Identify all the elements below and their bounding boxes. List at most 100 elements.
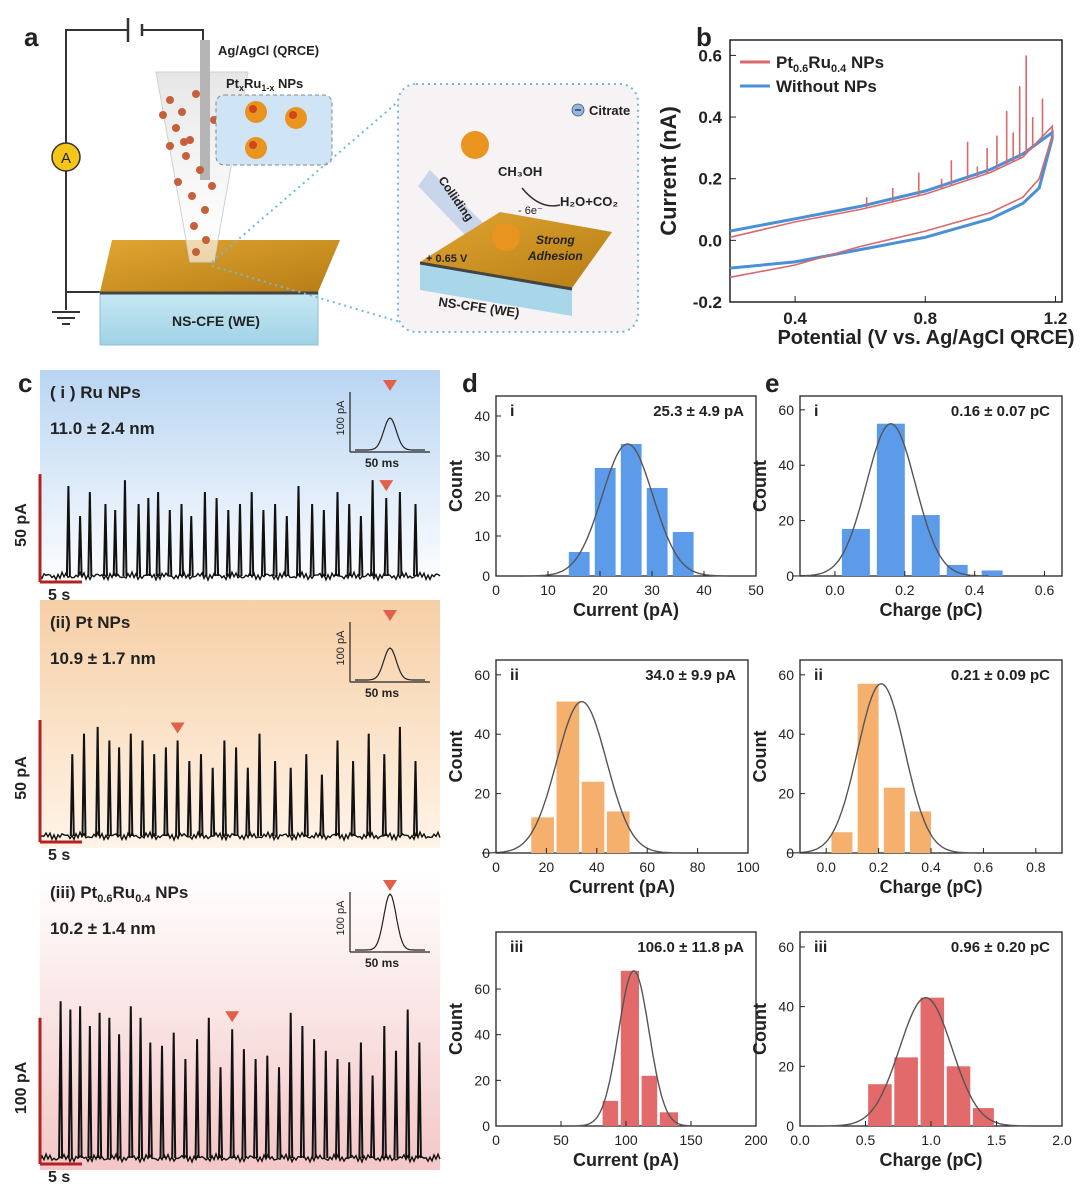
peak-marker — [383, 610, 397, 621]
trace-title-part: Pt — [80, 883, 97, 902]
scale-label-x: 5 s — [48, 847, 70, 864]
nanoparticle — [188, 192, 196, 200]
peak-marker — [225, 1011, 240, 1023]
trace-title-part: (iii) — [50, 883, 80, 902]
x-tick-label: 1.2 — [1044, 309, 1068, 328]
histogram-index: i — [510, 403, 514, 420]
gaussian-fit — [786, 683, 976, 854]
inset-label-y: 100 pA — [335, 900, 347, 936]
histogram-bar — [868, 1084, 892, 1126]
trace-title: (iii) Pt0.6Ru0.4 NPs — [50, 883, 188, 905]
trace-spike — [245, 767, 251, 837]
zoom-we-side — [420, 262, 572, 316]
trace-spike — [116, 747, 122, 837]
panel-letter-d: d — [462, 368, 478, 398]
zoom-we-edge — [419, 261, 573, 291]
x-tick-label: 0.5 — [856, 1132, 876, 1148]
legend-label-part: 0.4 — [831, 63, 847, 75]
x-axis-label: Current (pA) — [569, 877, 675, 897]
trace-spike — [358, 1042, 364, 1159]
histogram-bar — [568, 552, 590, 576]
y-tick-label: 20 — [474, 1072, 490, 1088]
y-tick-label: 0.6 — [698, 46, 722, 65]
trace-spike — [210, 767, 216, 837]
trace-spike — [299, 1025, 305, 1159]
histogram-bar — [894, 1057, 918, 1126]
legend-label-without: Without NPs — [776, 77, 877, 96]
trace-spike — [346, 504, 352, 577]
gaussian-fit — [481, 700, 682, 854]
trace-title: ( i ) Ru NPs — [50, 383, 141, 402]
trace-spike — [335, 1058, 340, 1159]
trace-spike — [65, 486, 71, 577]
potential-label: + 0.65 V — [426, 253, 468, 265]
trace-spike — [151, 754, 157, 837]
trace-spike — [175, 740, 181, 837]
trace-spike — [145, 498, 151, 577]
histogram-stat: 25.3 ± 4.9 pA — [653, 403, 744, 420]
y-tick-label: 20 — [778, 1058, 794, 1074]
x-axis-label: Current (pA) — [573, 1150, 679, 1170]
trace-spike — [106, 1017, 112, 1159]
histogram-index: ii — [814, 667, 823, 684]
y-tick-label: 20 — [778, 513, 794, 529]
y-axis-label: Count — [750, 731, 770, 783]
y-tick-label: 0 — [786, 845, 794, 861]
x-tick-label: 20 — [592, 582, 608, 598]
trace-baseline — [39, 570, 441, 582]
trace-spike — [272, 760, 278, 837]
histogram-bar — [831, 832, 853, 853]
strong-label-1: Strong — [536, 233, 575, 247]
electron-label: - 6e⁻ — [518, 205, 543, 217]
histogram-bar — [620, 444, 642, 576]
np-zoom-particle — [285, 107, 307, 129]
citrate-label: Citrate — [589, 103, 630, 118]
trace-spike — [77, 516, 83, 577]
nanoparticle — [196, 166, 204, 174]
panel-letter-a: a — [24, 22, 39, 52]
trace-spike — [309, 504, 315, 577]
histogram-bar — [641, 1075, 658, 1126]
trace-title: (ii) Pt NPs — [50, 613, 130, 632]
histogram-bar — [620, 970, 639, 1126]
trace-spike — [413, 504, 418, 577]
qrce-label: Ag/AgCl (QRCE) — [218, 43, 319, 58]
x-tick-label: 0.6 — [974, 859, 994, 875]
nanoparticle — [201, 206, 209, 214]
x-tick-label: 0 — [492, 582, 500, 598]
trace-spike — [221, 740, 227, 837]
x-tick-label: 1.5 — [987, 1132, 1007, 1148]
trace-baseline — [39, 830, 441, 842]
y-tick-label: 10 — [474, 528, 490, 544]
peak-marker — [383, 880, 397, 891]
trace-spike — [194, 1039, 200, 1159]
x-tick-label: 100 — [614, 1132, 638, 1148]
trace-spike — [67, 1009, 73, 1159]
gaussian-fit — [793, 422, 989, 577]
legend-label-part: 0.6 — [793, 63, 808, 75]
cv-series-line — [729, 129, 1054, 270]
y-axis-label: Count — [446, 460, 466, 512]
inset-label-y: 100 pA — [335, 400, 347, 436]
trace-spike — [381, 754, 387, 837]
np-label: PtxRu1-x NPs — [226, 76, 303, 93]
y-tick-label: 0 — [482, 845, 490, 861]
np-zoom-core — [289, 111, 297, 119]
trace-spike — [69, 754, 75, 837]
histogram-bar — [920, 997, 945, 1126]
histogram-bar — [672, 532, 694, 576]
peak-marker — [170, 722, 185, 734]
histogram-bar — [946, 1066, 971, 1126]
trace-spike — [370, 480, 376, 577]
nanoparticle-cloud — [159, 90, 232, 256]
histogram-bar — [606, 811, 630, 853]
nanoparticle — [172, 124, 180, 132]
trace-spike — [138, 1017, 144, 1159]
trace-baseline — [39, 1152, 441, 1164]
y-tick-label: -0.2 — [693, 293, 722, 312]
x-tick-label: 0.0 — [825, 582, 845, 598]
x-tick-label: 50 — [748, 582, 764, 598]
histogram-index: ii — [510, 667, 519, 684]
panel-letter-b: b — [696, 22, 712, 52]
